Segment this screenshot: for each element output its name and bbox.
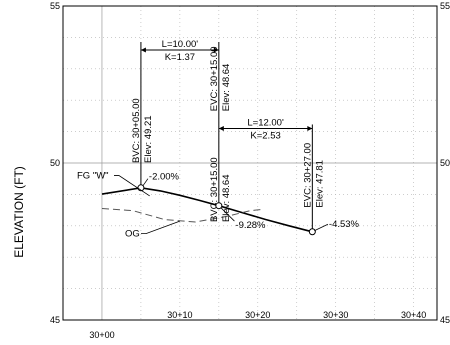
y-tick-label-right: 55 xyxy=(440,1,450,11)
curve-length-label: L=12.00' xyxy=(247,117,284,128)
dimension-arrow xyxy=(140,47,146,53)
grade-leader xyxy=(220,207,235,222)
y-tick-label-left: 55 xyxy=(50,1,60,11)
y-tick-label-right: 45 xyxy=(440,315,450,325)
bvc-station-label: BVC: 30+05.00 xyxy=(131,98,142,163)
grade-label: -9.28% xyxy=(235,220,266,231)
grade-leader xyxy=(314,223,329,232)
fg-callout-label: FG "W" xyxy=(77,171,109,182)
fg-callout-leader xyxy=(114,175,150,197)
curve-k-label: K=1.37 xyxy=(165,52,195,63)
curve-length-label: L=10.00' xyxy=(162,39,199,50)
y-tick-label-left: 45 xyxy=(50,315,60,325)
dimension-arrow xyxy=(218,125,224,131)
evc1-station-label: EVC: 30+15.00 xyxy=(209,46,220,111)
x-major-tick-label: 30+00 xyxy=(89,330,114,340)
og-profile-line xyxy=(101,208,262,223)
y-tick-label-right: 50 xyxy=(440,158,450,168)
grade-leader xyxy=(142,178,149,187)
evc2-elev-label: Elev: 47.81 xyxy=(314,160,325,208)
grade-label: -4.53% xyxy=(329,219,360,230)
series xyxy=(101,186,313,233)
plot-frame xyxy=(62,5,438,321)
bvc-elev-label: Elev: 49.21 xyxy=(143,115,154,163)
curve-k-label: K=2.53 xyxy=(250,130,280,141)
grid xyxy=(63,6,437,320)
annotations: L=10.00' K=1.37 L=12.00' K=2.53 BVC: 30+05.0… xyxy=(77,39,360,240)
bvc2-station-label: BVC: 30+15.00 xyxy=(209,157,220,222)
bvc2-elev-label: Elev: 48.64 xyxy=(221,174,232,222)
x-minor-tick-label: 30+40 xyxy=(401,310,426,320)
dimension-arrow xyxy=(307,125,313,131)
axes: 45 50 55 45 50 55 30+00 30+10 30+20 30+30 30+40 xyxy=(50,1,450,340)
evc1-elev-label: Elev: 48.64 xyxy=(221,64,232,112)
y-axis-title: ELEVATION (FT) xyxy=(12,166,26,258)
grade-label: -2.00% xyxy=(149,172,180,183)
y-tick-label-left: 50 xyxy=(50,158,60,168)
og-callout-label: OG xyxy=(125,229,140,240)
dimension-arrow xyxy=(213,47,219,53)
fg-profile-line xyxy=(101,186,313,233)
x-minor-tick-label: 30+30 xyxy=(323,310,348,320)
x-minor-tick-label: 30+20 xyxy=(245,310,270,320)
pvi-point-marker xyxy=(308,228,316,236)
og-callout-leader xyxy=(141,220,181,235)
evc2-station-label: EVC: 30+27.00 xyxy=(302,143,313,208)
x-minor-tick-label: 30+10 xyxy=(167,310,192,320)
pvi-point-marker xyxy=(215,202,223,210)
